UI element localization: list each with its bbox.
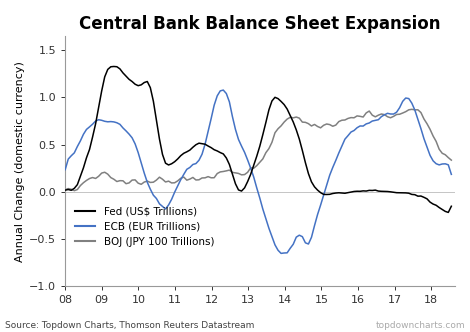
Legend: Fed (US$ Trillions), ECB (EUR Trillions), BOJ (JPY 100 Trillions): Fed (US$ Trillions), ECB (EUR Trillions)… <box>70 202 219 251</box>
Title: Central Bank Balance Sheet Expansion: Central Bank Balance Sheet Expansion <box>79 15 441 33</box>
Text: topdowncharts.com: topdowncharts.com <box>376 321 465 330</box>
Y-axis label: Annual Change (domestic currency): Annual Change (domestic currency) <box>15 61 25 262</box>
Text: Source: Topdown Charts, Thomson Reuters Datastream: Source: Topdown Charts, Thomson Reuters … <box>5 321 254 330</box>
